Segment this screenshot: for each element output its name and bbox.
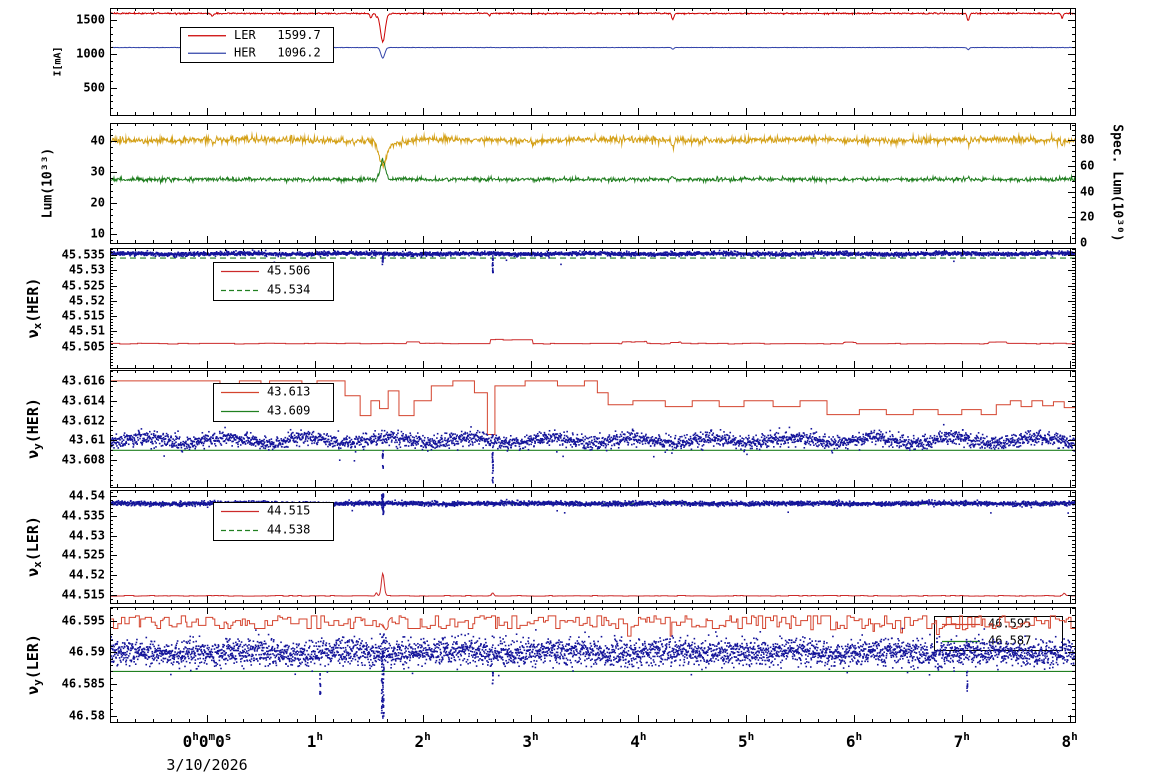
beam-tune-monitor-figure [0,0,1154,782]
chart-canvas [0,0,1154,782]
